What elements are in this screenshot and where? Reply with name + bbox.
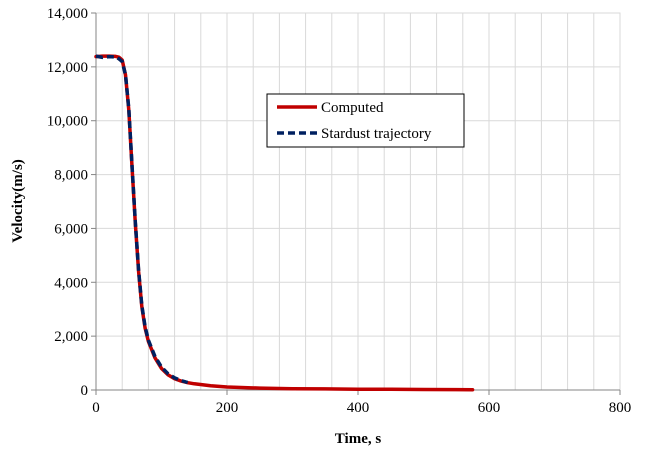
x-tick-label: 600 <box>478 400 501 416</box>
y-tick-label: 2,000 <box>54 329 88 345</box>
y-tick-labels: 0 2,000 4,000 6,000 8,000 10,000 12,000 14,000 <box>47 6 88 399</box>
legend-label-computed: Computed <box>321 100 384 116</box>
y-tick-label: 12,000 <box>47 60 88 76</box>
series-line-stardust-trajectory <box>95 54 189 385</box>
y-tick-label: 14,000 <box>47 6 88 22</box>
x-tick-label: 200 <box>216 400 239 416</box>
x-axis-title: Time, s <box>335 431 382 447</box>
legend-box <box>266 93 465 148</box>
legend: Computed Stardust trajectory <box>266 93 465 148</box>
x-tick-label: 400 <box>347 400 370 416</box>
y-tick-label: 6,000 <box>54 221 88 237</box>
y-tick-label: 0 <box>81 383 89 399</box>
y-tick-label: 4,000 <box>54 275 88 291</box>
grid-lines <box>95 12 621 391</box>
series-layer <box>94 54 475 392</box>
y-tick-label: 8,000 <box>54 168 88 184</box>
x-tick-label: 0 <box>92 400 100 416</box>
x-tick-labels: 0 200 400 600 800 <box>92 400 631 416</box>
legend-label-stardust: Stardust trajectory <box>321 126 432 142</box>
y-axis-title: Velocity(m/s) <box>10 159 26 243</box>
y-tick-label: 10,000 <box>47 114 88 130</box>
x-tick-label: 800 <box>609 400 632 416</box>
